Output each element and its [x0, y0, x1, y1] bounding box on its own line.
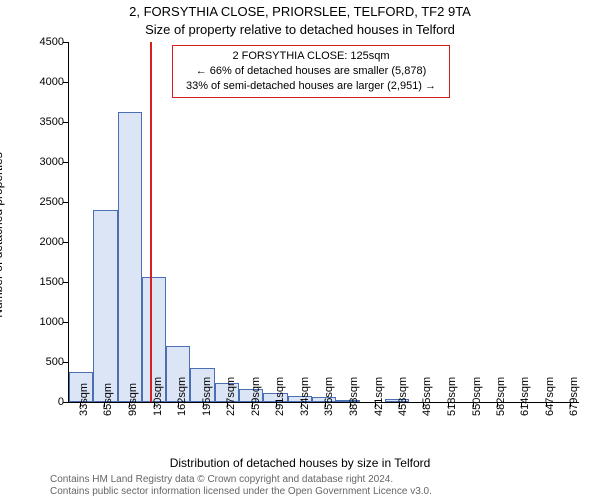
annotation-line: 2 FORSYTHIA CLOSE: 125sqm: [179, 49, 443, 64]
y-axis-label: Number of detached properties: [0, 152, 5, 317]
y-tick-mark: [63, 162, 68, 163]
x-axis-label: Distribution of detached houses by size …: [0, 456, 600, 470]
chart-title-sub: Size of property relative to detached ho…: [0, 22, 600, 37]
y-tick-mark: [63, 202, 68, 203]
chart-title-main: 2, FORSYTHIA CLOSE, PRIORSLEE, TELFORD, …: [0, 4, 600, 19]
y-tick-label: 3000: [40, 156, 64, 168]
y-tick-mark: [63, 242, 68, 243]
y-tick-mark: [63, 282, 68, 283]
plot-area: 2 FORSYTHIA CLOSE: 125sqm← 66% of detach…: [68, 42, 579, 403]
y-tick-mark: [63, 42, 68, 43]
histogram-bar: [118, 112, 142, 402]
annotation-line: ← 66% of detached houses are smaller (5,…: [179, 64, 443, 79]
property-marker-line: [150, 42, 152, 402]
y-tick-mark: [63, 122, 68, 123]
y-tick-mark: [63, 322, 68, 323]
copyright-line-1: Contains HM Land Registry data © Crown c…: [50, 474, 580, 486]
y-tick-label: 1000: [40, 316, 64, 328]
y-tick-label: 4500: [40, 36, 64, 48]
copyright-line-2: Contains public sector information licen…: [50, 486, 580, 498]
y-tick-label: 500: [46, 356, 64, 368]
y-tick-mark: [63, 362, 68, 363]
y-tick-mark: [63, 82, 68, 83]
copyright-notice: Contains HM Land Registry data © Crown c…: [50, 474, 580, 498]
histogram-bar: [93, 210, 117, 402]
y-tick-label: 2000: [40, 236, 64, 248]
y-tick-label: 4000: [40, 76, 64, 88]
annotation-box: 2 FORSYTHIA CLOSE: 125sqm← 66% of detach…: [172, 45, 450, 98]
y-tick-label: 2500: [40, 196, 64, 208]
y-tick-label: 3500: [40, 116, 64, 128]
y-tick-mark: [63, 402, 68, 403]
annotation-line: 33% of semi-detached houses are larger (…: [179, 79, 443, 94]
y-tick-label: 1500: [40, 276, 64, 288]
chart-container: 2, FORSYTHIA CLOSE, PRIORSLEE, TELFORD, …: [0, 0, 600, 500]
